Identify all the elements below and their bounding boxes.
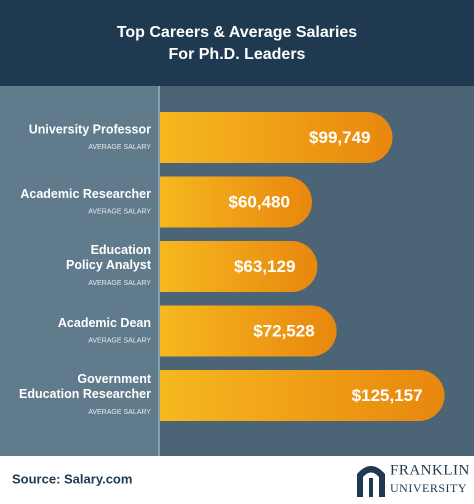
bar [160,241,318,292]
label-panel [0,86,159,456]
value-label: $99,749 [309,128,370,147]
sublabel: AVERAGE SALARY [88,280,151,287]
sublabel: AVERAGE SALARY [88,337,151,344]
value-label: $63,129 [234,257,295,276]
bar [160,305,337,357]
bar [160,176,312,228]
source: Source: Salary.com [12,471,132,486]
title-line: Top Careers & Average Salaries [117,24,358,41]
value-label: $72,528 [253,321,314,340]
sublabel: AVERAGE SALARY [88,144,151,151]
category-label: Academic Dean [58,316,151,330]
logo: FRANKLIN UNIVERSITY [357,462,470,497]
value-label: $125,157 [352,386,423,405]
logo-arch [357,466,385,497]
category-label: Academic Researcher [20,187,151,201]
sublabel: AVERAGE SALARY [88,208,151,215]
brand-line: UNIVERSITY [390,481,467,495]
logo-pillar [369,478,373,497]
header [0,0,474,86]
bar [160,370,445,421]
sublabel: AVERAGE SALARY [88,409,151,416]
bar [160,112,393,163]
category-label: Education Policy Analyst [66,243,152,272]
brand-line: FRANKLIN [390,462,470,478]
title-line: For Ph.D. Leaders [169,46,306,63]
category-label: University Professor [29,122,151,136]
value-label: $60,480 [229,192,290,211]
category-label: Government Education Researcher [19,372,152,401]
